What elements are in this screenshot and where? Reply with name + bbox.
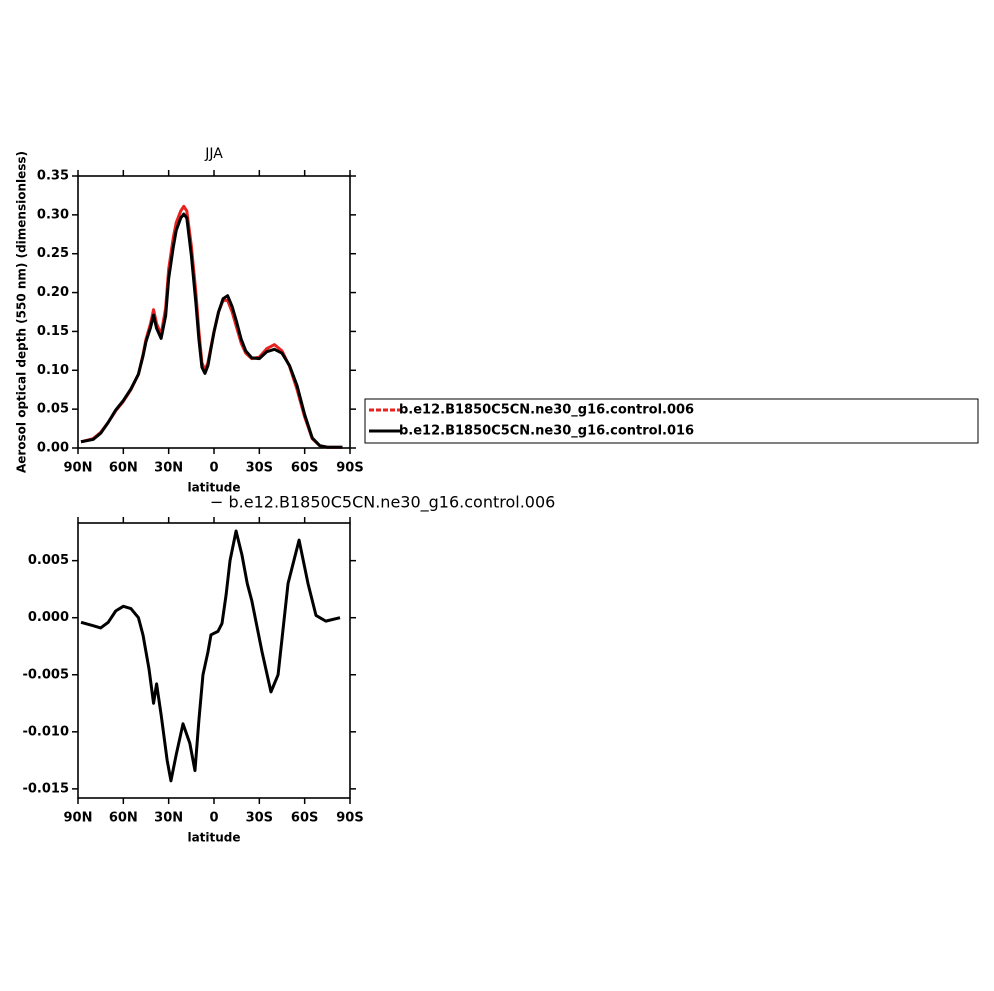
x-tick-label: 90S: [336, 811, 363, 826]
data-line: [80, 529, 341, 783]
y-tick-label: 0.15: [37, 324, 69, 339]
chart-title: JJA: [204, 146, 223, 162]
x-tick-label: 30N: [154, 461, 183, 476]
x-tick-label: 30S: [246, 461, 273, 476]
plot-frame: [77, 522, 351, 799]
x-tick-label: 60N: [109, 461, 138, 476]
x-tick-label: 90S: [336, 461, 363, 476]
x-axis-label: latitude: [187, 831, 240, 845]
legend-label: b.e12.B1850C5CN.ne30_g16.control.016: [399, 424, 694, 439]
x-tick-label: 90N: [64, 461, 93, 476]
y-tick-label: 0.30: [37, 207, 69, 222]
y-tick-label: 0.35: [37, 169, 69, 184]
x-tick-label: 30S: [246, 811, 273, 826]
x-tick-label: 0: [209, 811, 218, 826]
y-tick-label: 0.00: [37, 441, 69, 456]
y-tick-label: 0.000: [28, 610, 69, 625]
chart-title: − b.e12.B1850C5CN.ne30_g16.control.006: [210, 493, 555, 513]
y-tick-label: -0.005: [22, 667, 69, 682]
y-tick-label: 0.005: [28, 553, 69, 568]
y-tick-label: 0.20: [37, 285, 69, 300]
x-tick-label: 90N: [64, 811, 93, 826]
legend-label: b.e12.B1850C5CN.ne30_g16.control.006: [399, 403, 694, 418]
y-tick-label: 0.10: [37, 363, 69, 378]
legend-box: [364, 398, 979, 444]
data-line: [80, 212, 343, 449]
x-axis-label: latitude: [187, 481, 240, 495]
x-tick-label: 0: [209, 461, 218, 476]
x-tick-label: 60S: [291, 811, 318, 826]
y-tick-label: -0.015: [22, 781, 69, 796]
x-tick-label: 60S: [291, 461, 318, 476]
x-tick-label: 60N: [109, 811, 138, 826]
y-tick-label: 0.05: [37, 402, 69, 417]
y-tick-label: 0.25: [37, 246, 69, 261]
x-tick-label: 30N: [154, 811, 183, 826]
y-tick-label: -0.010: [22, 724, 69, 739]
y-axis-label: Aerosol optical depth (550 nm) (dimensio…: [15, 151, 29, 473]
